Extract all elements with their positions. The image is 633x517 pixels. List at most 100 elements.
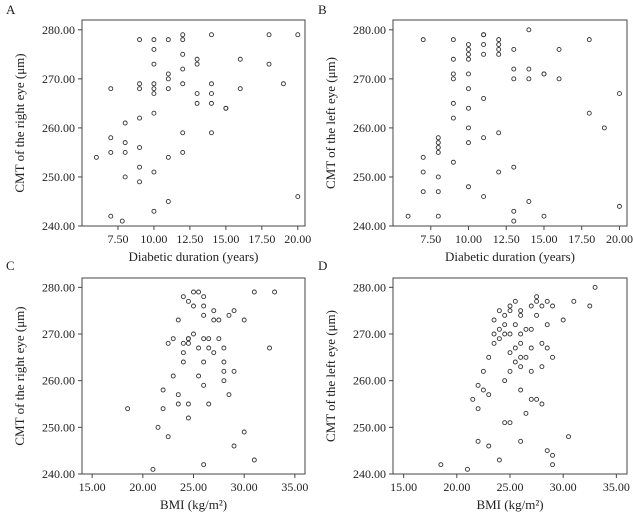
data-point: [435, 174, 441, 180]
x-tick-label: 12.50: [176, 232, 203, 246]
data-point: [108, 135, 114, 141]
data-point: [435, 149, 441, 155]
y-tick-label: 260.00: [353, 121, 386, 135]
data-point: [512, 322, 518, 328]
data-point: [523, 410, 529, 416]
data-point: [534, 312, 540, 318]
data-point: [221, 345, 227, 351]
x-axis-title: BMI (kg/m²): [160, 497, 227, 512]
data-point: [523, 354, 529, 360]
x-tick-label: 12.50: [493, 232, 520, 246]
data-point: [180, 340, 186, 346]
data-point: [502, 322, 508, 328]
data-point: [556, 76, 562, 82]
data-point: [420, 189, 426, 195]
data-point: [481, 96, 487, 101]
data-point: [165, 434, 171, 440]
x-tick-label: 10.00: [140, 232, 167, 246]
data-point: [507, 308, 513, 314]
data-point: [151, 46, 157, 52]
data-point: [137, 179, 142, 185]
data-point: [201, 382, 207, 388]
data-point: [475, 382, 481, 388]
data-point: [266, 61, 272, 67]
data-point: [450, 76, 456, 82]
y-tick-label: 250.00: [353, 170, 386, 184]
data-point: [201, 462, 207, 468]
data-point: [526, 66, 532, 72]
data-point: [151, 110, 157, 116]
data-point: [251, 289, 257, 295]
data-point: [528, 303, 534, 309]
data-point: [175, 317, 181, 323]
data-point: [541, 213, 547, 219]
data-point: [221, 368, 227, 374]
data-point: [231, 308, 237, 314]
data-point: [180, 66, 186, 72]
data-point: [550, 452, 555, 458]
data-point: [185, 340, 191, 346]
data-point: [155, 424, 161, 430]
data-point: [191, 331, 196, 337]
x-tick-label: 20.00: [443, 480, 470, 494]
data-point: [201, 303, 207, 309]
y-tick-label: 270.00: [42, 327, 75, 341]
data-point: [502, 420, 508, 426]
data-point: [435, 213, 441, 219]
data-point: [534, 294, 540, 300]
data-point: [481, 32, 487, 38]
x-tick-label: 7.50: [107, 232, 128, 246]
data-point: [151, 169, 157, 175]
data-point: [526, 27, 532, 33]
x-tick-label: 25.00: [497, 480, 524, 494]
data-point: [518, 438, 524, 444]
data-point: [241, 429, 247, 435]
y-tick-label: 240.00: [42, 219, 75, 233]
data-point: [496, 336, 502, 342]
data-point: [226, 392, 232, 398]
data-point: [556, 46, 562, 52]
panel-label-D: D: [318, 258, 327, 273]
data-point: [475, 438, 481, 444]
data-point: [194, 61, 200, 67]
data-point: [420, 169, 426, 175]
data-point: [295, 32, 301, 38]
data-point: [496, 308, 502, 314]
data-point: [539, 340, 545, 346]
y-tick-label: 280.00: [353, 280, 386, 294]
y-tick-label: 250.00: [42, 170, 75, 184]
data-point: [539, 364, 545, 370]
y-tick-label: 270.00: [42, 72, 75, 86]
data-point: [137, 37, 142, 43]
data-point: [201, 359, 207, 365]
data-point: [160, 406, 166, 412]
data-point: [496, 326, 502, 332]
data-point: [122, 174, 128, 180]
data-point: [405, 213, 411, 219]
x-tick-label: 17.50: [248, 232, 275, 246]
data-point: [170, 373, 176, 379]
data-point: [617, 203, 622, 209]
data-point: [435, 135, 441, 141]
data-point: [466, 71, 471, 77]
data-point: [209, 100, 214, 106]
x-tick-label: 10.00: [455, 232, 482, 246]
data-point: [518, 331, 524, 337]
data-point: [150, 466, 156, 472]
y-tick-label: 240.00: [42, 467, 75, 481]
data-point: [541, 71, 547, 77]
data-point: [470, 396, 476, 402]
panel-label-B: B: [318, 2, 327, 17]
data-point: [450, 71, 456, 77]
data-point: [221, 378, 227, 384]
data-point: [237, 56, 243, 62]
data-point: [528, 396, 534, 402]
data-point: [185, 415, 191, 421]
data-point: [502, 312, 508, 318]
data-point: [507, 350, 513, 356]
data-point: [221, 359, 227, 365]
y-tick-label: 250.00: [42, 420, 75, 434]
data-point: [237, 86, 243, 92]
data-point: [466, 42, 471, 47]
data-point: [450, 115, 456, 121]
